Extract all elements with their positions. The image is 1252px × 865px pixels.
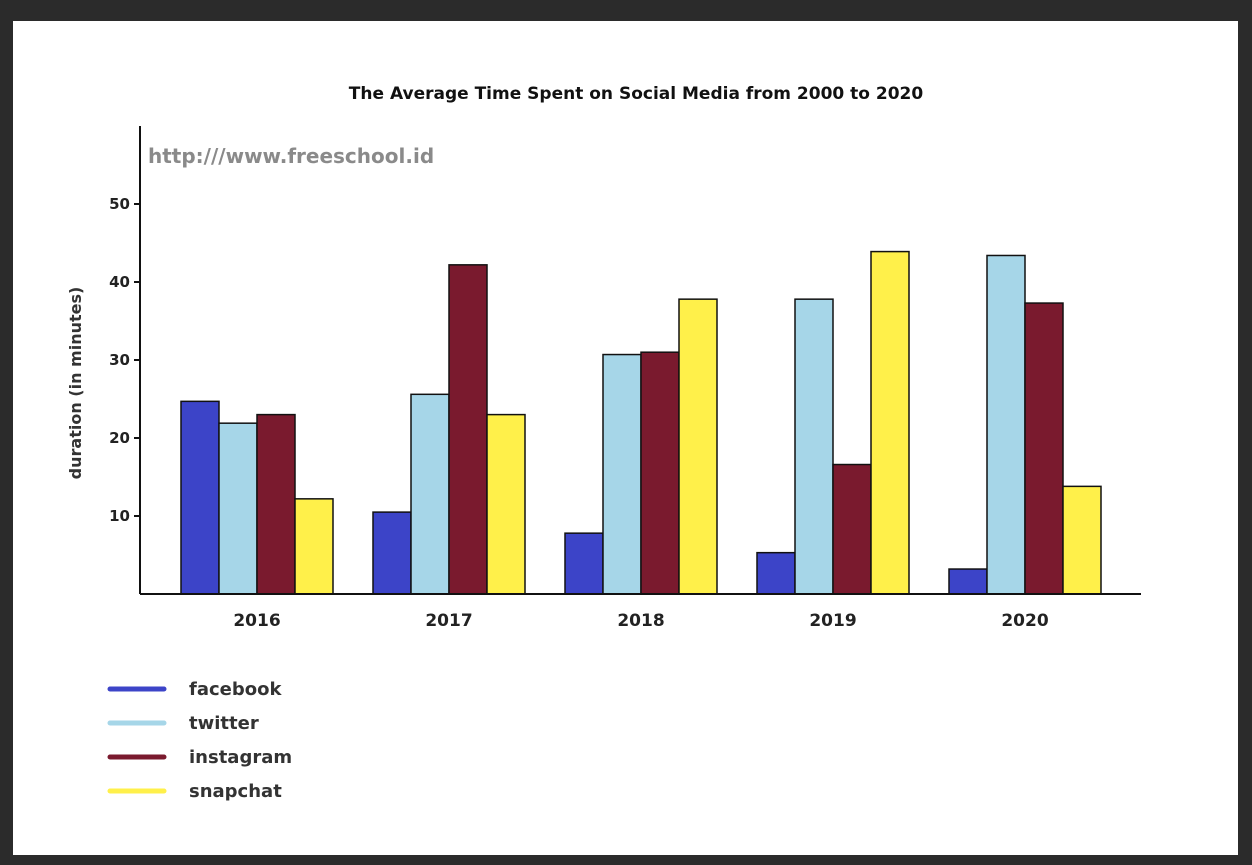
bar-facebook-2018: [564, 532, 604, 595]
watermark-text: http:///www.freeschool.id: [148, 144, 434, 168]
x-ticks-group: 2016 2017 2018 2019 2020: [233, 611, 1048, 631]
y-tick-label: 40: [109, 273, 130, 291]
bar-facebook-2019: [756, 551, 796, 595]
bars-group: [180, 250, 1102, 595]
bar-snapchat-2019: [870, 250, 910, 595]
x-tick-label: 2018: [617, 611, 664, 631]
bar-snapchat-2016: [294, 498, 334, 595]
chart-frame: The Average Time Spent on Social Media f…: [13, 21, 1238, 855]
y-tick-label: 20: [109, 429, 130, 447]
bar-facebook-2020: [948, 568, 988, 595]
legend: facebook twitter instagram snapchat: [107, 679, 292, 802]
x-tick-label: 2020: [1001, 611, 1048, 631]
x-tick-label: 2016: [233, 611, 280, 631]
bar-chart: The Average Time Spent on Social Media f…: [66, 84, 1141, 802]
bar-twitter-2019: [794, 298, 834, 595]
bar-twitter-2017: [410, 393, 450, 595]
y-tick-label: 30: [109, 351, 130, 369]
bar-snapchat-2018: [678, 298, 718, 595]
bar-instagram-2020: [1024, 302, 1064, 595]
x-tick-label: 2019: [809, 611, 856, 631]
bar-instagram-2019: [832, 463, 872, 595]
y-axis-label: duration (in minutes): [66, 287, 85, 480]
legend-label-twitter: twitter: [189, 713, 259, 734]
bar-snapchat-2017: [486, 413, 526, 595]
bar-twitter-2018: [602, 353, 642, 595]
bar-instagram-2017: [448, 264, 488, 595]
y-tick-label: 10: [109, 507, 130, 525]
y-tick-label: 50: [109, 195, 130, 213]
bar-twitter-2020: [986, 254, 1026, 595]
bar-facebook-2017: [372, 511, 412, 595]
legend-label-instagram: instagram: [189, 747, 292, 768]
bar-twitter-2016: [218, 422, 258, 595]
legend-label-facebook: facebook: [189, 679, 282, 700]
bar-snapchat-2020: [1062, 485, 1102, 595]
chart-title: The Average Time Spent on Social Media f…: [349, 84, 924, 104]
y-ticks-group: 10 20 30 40 50: [109, 195, 140, 525]
bar-facebook-2016: [180, 400, 220, 595]
legend-label-snapchat: snapchat: [189, 781, 282, 802]
bar-instagram-2018: [640, 351, 680, 595]
x-tick-label: 2017: [425, 611, 472, 631]
bar-instagram-2016: [256, 413, 296, 595]
